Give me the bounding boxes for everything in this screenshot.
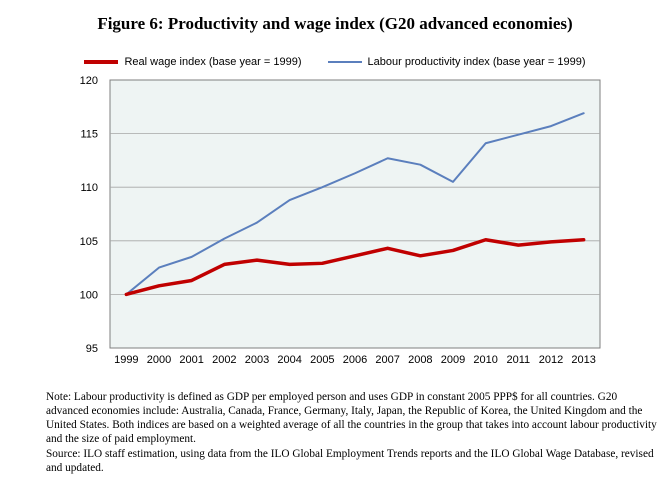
gridlines (110, 133, 600, 295)
y-tick-label: 120 (80, 75, 98, 87)
y-tick-label: 105 (80, 236, 98, 248)
x-tick-label: 1999 (114, 354, 138, 366)
x-tick-label: 2001 (179, 354, 203, 366)
x-tick-label: 2006 (343, 354, 367, 366)
x-tick-label: 2010 (473, 354, 497, 366)
figure-source: Source: ILO staff estimation, using data… (46, 448, 654, 474)
legend-swatch-productivity (327, 61, 362, 63)
legend-item-productivity: Labour productivity index (base year = 1… (327, 56, 586, 68)
x-tick-label: 2009 (441, 354, 465, 366)
x-tick-label: 2012 (539, 354, 563, 366)
x-tick-label: 2013 (571, 354, 595, 366)
x-tick-label: 2008 (408, 354, 432, 366)
legend: Real wage index (base year = 1999) Labou… (0, 56, 670, 68)
x-tick-label: 2002 (212, 354, 236, 366)
legend-item-wage: Real wage index (base year = 1999) (84, 56, 302, 68)
y-axis: 95 100 105 110 115 120 (80, 75, 98, 355)
figure-title: Figure 6: Productivity and wage index (G… (97, 14, 573, 33)
legend-label-productivity: Labour productivity index (base year = 1… (367, 56, 586, 68)
line-chart: 95 100 105 110 115 120 1999 2000 2001 2002 2003 20… (80, 75, 601, 366)
y-tick-label: 100 (80, 289, 98, 301)
plot-area (109, 79, 601, 349)
x-tick-label: 2000 (147, 354, 171, 366)
legend-swatch-wage (84, 60, 119, 64)
y-tick-label: 95 (86, 343, 98, 355)
y-tick-label: 110 (80, 182, 98, 194)
y-tick-label: 115 (80, 129, 98, 141)
x-tick-label: 2011 (507, 354, 531, 366)
x-axis: 1999 2000 2001 2002 2003 2004 2005 2006 2007 2008… (114, 354, 596, 366)
x-tick-label: 2003 (245, 354, 269, 366)
figure-note: Note: Labour productivity is defined as … (46, 391, 657, 445)
legend-label-wage: Real wage index (base year = 1999) (124, 56, 302, 68)
series-lines (124, 112, 586, 297)
x-tick-label: 2007 (375, 354, 399, 366)
x-tick-label: 2004 (277, 354, 301, 366)
x-tick-label: 2005 (310, 354, 334, 366)
